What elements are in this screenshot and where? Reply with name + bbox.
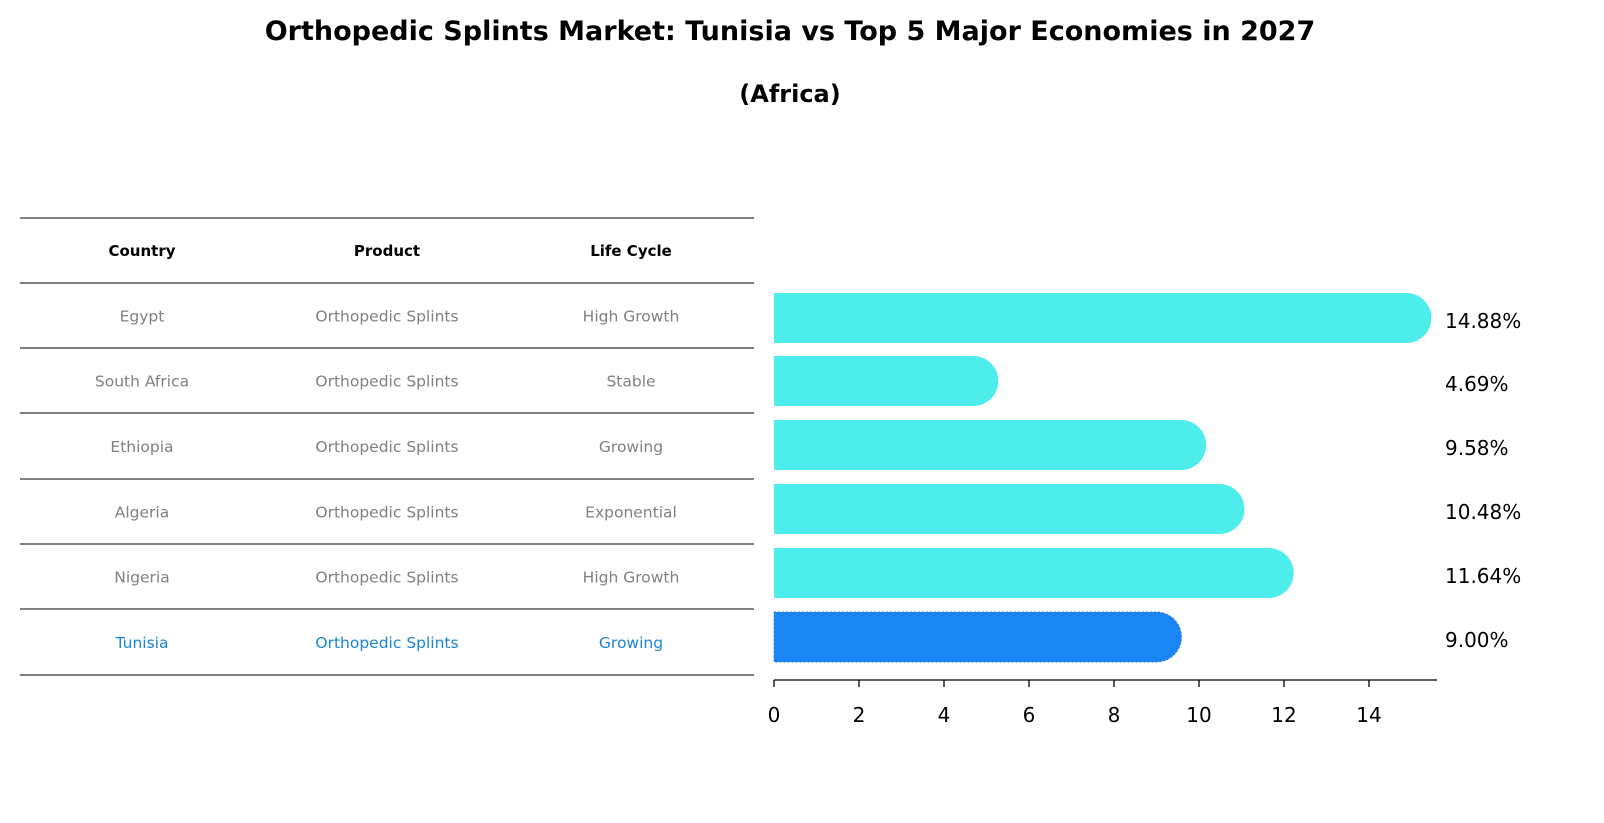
bar-nigeria: [774, 548, 1294, 598]
bar-tunisia: [773, 611, 1182, 663]
table-cell: Orthopedic Splints: [315, 438, 458, 456]
data-label: 11.64%: [1445, 564, 1521, 588]
data-label: 10.48%: [1445, 500, 1521, 524]
bar-egypt: [774, 293, 1432, 343]
table-cell: Ethiopia: [110, 438, 173, 456]
table-cell: Stable: [606, 373, 655, 391]
table-cell: High Growth: [583, 308, 680, 326]
x-tick-label: 12: [1271, 703, 1296, 727]
table-header: Product: [354, 242, 420, 260]
bar-algeria: [774, 484, 1245, 534]
chart-title: Orthopedic Splints Market: Tunisia vs To…: [264, 16, 1316, 47]
table-cell: Algeria: [115, 504, 169, 522]
table-cell: South Africa: [95, 373, 189, 391]
x-tick-label: 8: [1108, 703, 1121, 727]
table-cell: Nigeria: [114, 569, 169, 587]
table-cell: Orthopedic Splints: [315, 373, 458, 391]
table-header: Life Cycle: [590, 242, 672, 260]
bar-ethiopia: [774, 420, 1207, 470]
table-cell: Orthopedic Splints: [315, 504, 458, 522]
table-cell: Orthopedic Splints: [315, 569, 458, 587]
data-label: 9.58%: [1445, 436, 1509, 460]
table-cell: Exponential: [585, 504, 677, 522]
table-cell: High Growth: [583, 569, 680, 587]
table-cell: Growing: [599, 634, 663, 652]
table-header: Country: [108, 242, 175, 260]
table-cell: Tunisia: [115, 634, 169, 652]
data-label: 4.69%: [1445, 372, 1509, 396]
x-tick-label: 0: [768, 703, 781, 727]
data-label: 14.88%: [1445, 309, 1521, 333]
x-tick-label: 10: [1186, 703, 1211, 727]
x-tick-label: 14: [1356, 703, 1381, 727]
bar-south-africa: [774, 356, 999, 406]
data-label: 9.00%: [1445, 628, 1509, 652]
chart-subtitle: (Africa): [739, 80, 841, 108]
table-cell: Orthopedic Splints: [315, 308, 458, 326]
x-tick-label: 2: [853, 703, 866, 727]
table-cell: Orthopedic Splints: [315, 634, 458, 652]
table-cell: Growing: [599, 438, 663, 456]
x-tick-label: 4: [938, 703, 951, 727]
table-cell: Egypt: [120, 308, 165, 326]
x-tick-label: 6: [1023, 703, 1036, 727]
